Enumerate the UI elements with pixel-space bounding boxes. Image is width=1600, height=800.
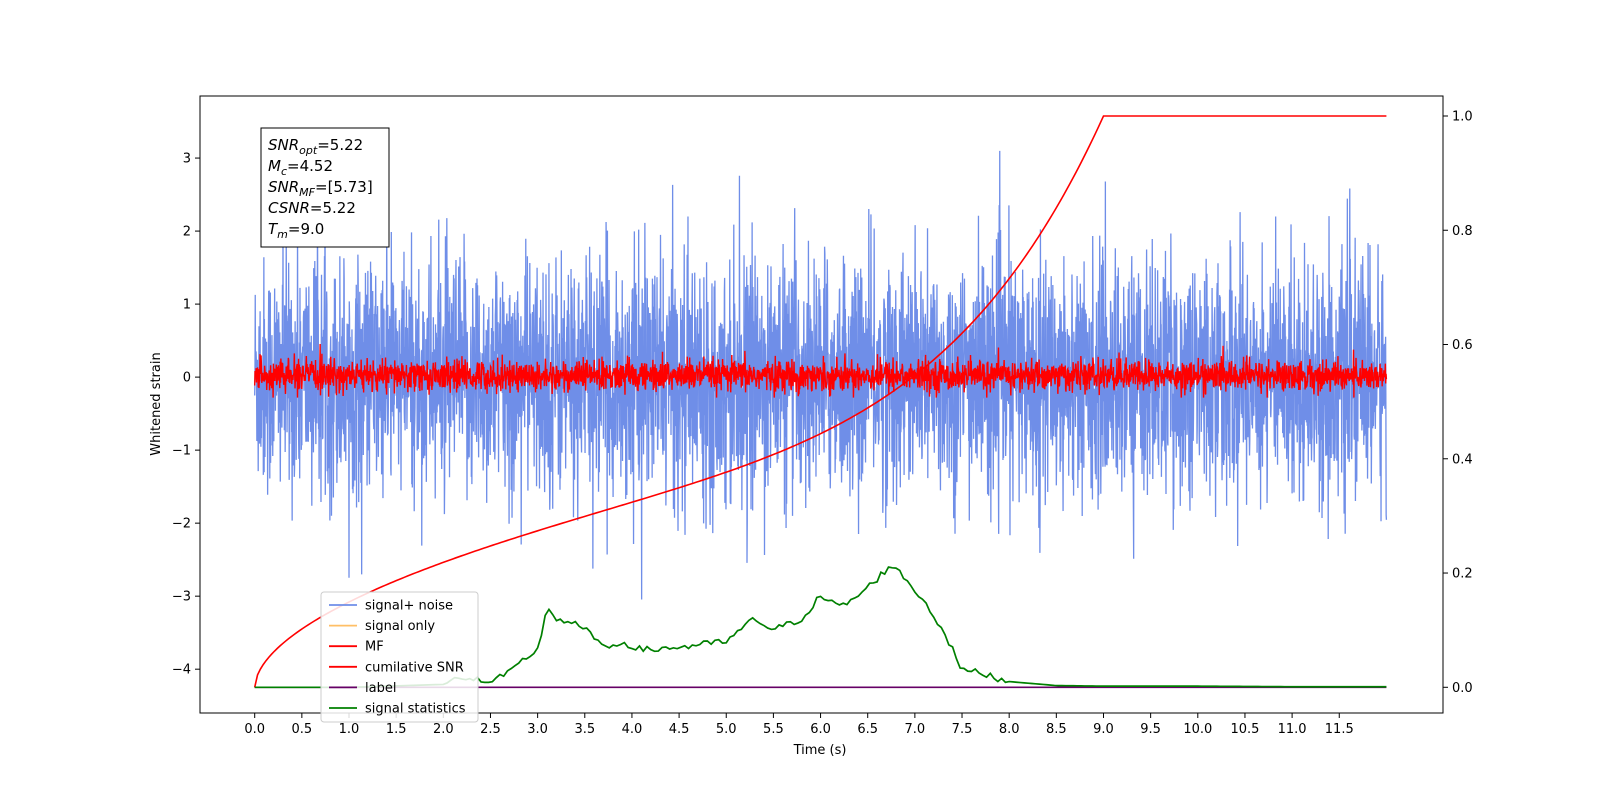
x-tick-label: 5.0 — [716, 722, 737, 737]
y-tick-label: 1 — [183, 298, 191, 313]
annotation-line: CSNR=5.22 — [268, 199, 356, 217]
y-tick-label: −3 — [172, 590, 191, 605]
y-axis-label: Whitened strain — [149, 352, 164, 455]
x-tick-label: 6.5 — [857, 722, 878, 737]
y2-tick-label: 0.0 — [1452, 681, 1473, 696]
y-tick-label: 2 — [183, 225, 191, 240]
y2-tick-label: 0.8 — [1452, 224, 1473, 239]
legend-entry: label — [365, 681, 396, 696]
x-tick-label: 3.0 — [527, 722, 548, 737]
y-tick-label: 3 — [183, 152, 191, 167]
annotation-line: SNRMF=[5.73] — [268, 178, 373, 199]
x-tick-label: 4.5 — [669, 722, 690, 737]
x-tick-label: 0.5 — [292, 722, 313, 737]
x-tick-label: 1.5 — [386, 722, 407, 737]
y2-tick-label: 0.6 — [1452, 338, 1473, 353]
legend-entry: signal only — [365, 619, 435, 634]
plot-frame — [199, 95, 1444, 714]
x-tick-label: 2.0 — [433, 722, 454, 737]
y-axis-right: 1.0 0.8 0.6 0.4 0.2 0.0 — [1443, 109, 1473, 696]
x-tick-label: 10.5 — [1230, 722, 1259, 737]
y2-tick-label: 0.4 — [1452, 452, 1473, 467]
x-tick-label: 5.5 — [763, 722, 784, 737]
y-tick-label: −1 — [172, 444, 191, 459]
annotation-line: SNRopt=5.22 — [268, 136, 363, 157]
legend: signal+ noise signal only MF cumilative SNR… — [320, 591, 479, 723]
x-tick-label: 0.0 — [244, 722, 265, 737]
y-tick-label: 0 — [183, 371, 191, 386]
x-tick-label: 10.0 — [1183, 722, 1212, 737]
legend-frame — [320, 591, 479, 723]
legend-entry: MF — [365, 640, 384, 655]
annotation-line: Tm=9.0 — [268, 220, 324, 241]
x-tick-label: 3.5 — [574, 722, 595, 737]
x-tick-label: 8.5 — [1046, 722, 1067, 737]
annotation-line: Mc=4.52 — [268, 157, 333, 178]
legend-entry: signal statistics — [365, 702, 466, 717]
y-tick-label: −4 — [172, 663, 191, 678]
x-tick-label: 2.5 — [480, 722, 501, 737]
x-tick-label: 8.0 — [999, 722, 1020, 737]
x-axis: 0.0 0.5 1.0 1.5 2.0 2.5 3.0 3.5 4.0 4.5 5.0 5.5 6.0 6… — [244, 713, 1354, 737]
y-tick-label: −2 — [172, 517, 191, 532]
legend-entry: signal+ noise — [365, 599, 453, 614]
cumilative-snr-line — [253, 115, 1387, 688]
legend-entry: cumilative SNR — [365, 660, 464, 675]
x-tick-label: 7.5 — [952, 722, 973, 737]
y-axis-left: 3 2 1 0 −1 −2 −3 −4 — [172, 152, 200, 678]
x-tick-label: 11.0 — [1278, 722, 1307, 737]
x-tick-label: 9.0 — [1093, 722, 1114, 737]
x-tick-label: 11.5 — [1325, 722, 1354, 737]
mf-line — [254, 343, 1388, 398]
x-axis-label: Time (s) — [793, 743, 847, 758]
y2-tick-label: 0.2 — [1452, 567, 1473, 582]
x-tick-label: 7.0 — [905, 722, 926, 737]
x-tick-label: 6.0 — [810, 722, 831, 737]
x-tick-label: 4.0 — [622, 722, 643, 737]
y2-tick-label: 1.0 — [1452, 109, 1473, 124]
x-tick-label: 1.0 — [339, 722, 360, 737]
x-tick-label: 9.5 — [1140, 722, 1161, 737]
annotation-frame — [260, 127, 390, 248]
